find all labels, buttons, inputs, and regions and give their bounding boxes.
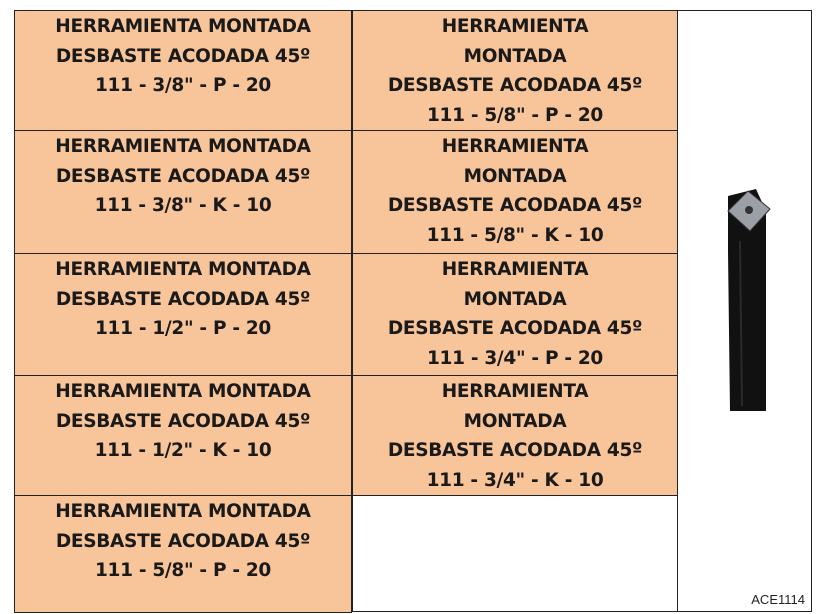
image-column: ACE1114 <box>677 10 812 612</box>
cell-line: 111 - 3/8" - K - 10 <box>94 195 272 216</box>
product-cell: HERRAMIENTA MONTADA DESBASTE ACODADA 45º 11… <box>352 10 678 131</box>
product-cell: HERRAMIENTA MONTADA DESBASTE ACODADA 45º 11… <box>352 375 678 496</box>
cell-line: 111 - 3/4" - P - 20 <box>426 347 604 369</box>
cell-line: DESBASTE ACODADA 45º <box>55 288 311 310</box>
cell-line: DESBASTE ACODADA 45º <box>387 440 643 461</box>
cell-line: MONTADA <box>463 288 567 310</box>
cell-line: 111 - 3/8" - P - 20 <box>94 75 272 96</box>
tool-image <box>727 189 771 411</box>
cell-line: DESBASTE ACODADA 45º <box>387 318 643 339</box>
cell-line: 111 - 5/8" - P - 20 <box>426 104 604 126</box>
empty-cell <box>352 495 678 612</box>
cell-line: DESBASTE ACODADA 45º <box>55 410 311 432</box>
cell-line: 111 - 1/2" - K - 10 <box>94 440 272 461</box>
cell-line: HERRAMIENTA <box>441 136 589 157</box>
product-cell: HERRAMIENTA MONTADA DESBASTE ACODADA 45º 1… <box>14 130 352 254</box>
cell-line: DESBASTE ACODADA 45º <box>55 45 311 67</box>
cell-line: 111 - 5/8" - P - 20 <box>94 560 272 581</box>
cell-line: HERRAMIENTA <box>441 381 589 402</box>
cell-line: 111 - 1/2" - P - 20 <box>94 318 272 339</box>
product-cell: HERRAMIENTA MONTADA DESBASTE ACODADA 45º 1… <box>14 10 352 131</box>
cell-line: MONTADA <box>463 45 567 67</box>
cell-line: HERRAMIENTA MONTADA <box>55 136 311 157</box>
product-cell: HERRAMIENTA MONTADA DESBASTE ACODADA 45º 1… <box>14 375 352 496</box>
cell-line: MONTADA <box>463 410 567 432</box>
cell-line: HERRAMIENTA MONTADA <box>55 259 311 280</box>
cell-line: 111 - 5/8" - K - 10 <box>426 224 604 246</box>
cell-line: HERRAMIENTA <box>441 16 589 37</box>
product-cell: HERRAMIENTA MONTADA DESBASTE ACODADA 45º 1… <box>14 253 352 376</box>
cell-line: HERRAMIENTA MONTADA <box>55 501 311 522</box>
product-cell: HERRAMIENTA MONTADA DESBASTE ACODADA 45º 1… <box>14 495 352 613</box>
cell-line: DESBASTE ACODADA 45º <box>55 165 311 187</box>
cell-line: MONTADA <box>463 165 567 187</box>
product-cell: HERRAMIENTA MONTADA DESBASTE ACODADA 45º 11… <box>352 253 678 376</box>
cell-line: DESBASTE ACODADA 45º <box>387 75 643 96</box>
product-code: ACE1114 <box>751 592 805 607</box>
cell-line: DESBASTE ACODADA 45º <box>387 195 643 216</box>
product-cell: HERRAMIENTA MONTADA DESBASTE ACODADA 45º 11… <box>352 130 678 254</box>
cell-line: HERRAMIENTA MONTADA <box>55 16 311 37</box>
cell-line: DESBASTE ACODADA 45º <box>55 530 311 552</box>
cell-line: 111 - 3/4" - K - 10 <box>426 469 604 491</box>
cell-line: HERRAMIENTA MONTADA <box>55 381 311 402</box>
cell-line: HERRAMIENTA <box>441 259 589 280</box>
